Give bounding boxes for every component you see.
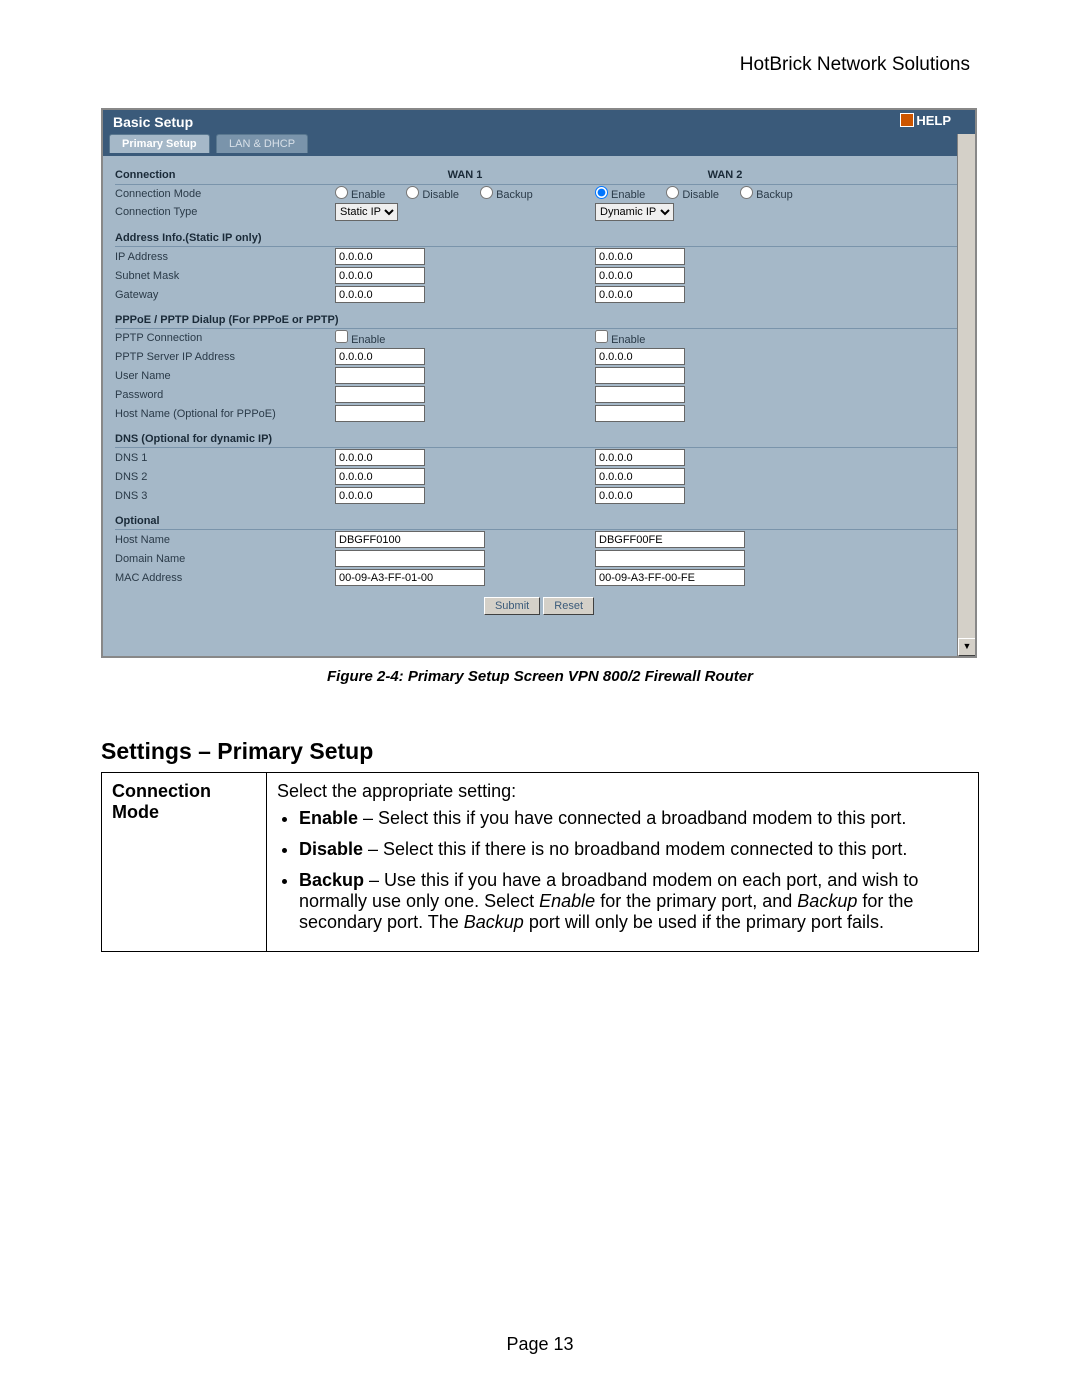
wan1-heading: WAN 1 (335, 169, 595, 181)
wan1-gateway-input[interactable] (335, 286, 425, 303)
tab-lan-dhcp[interactable]: LAN & DHCP (216, 134, 308, 153)
wan2-pptp-server-input[interactable] (595, 348, 685, 365)
wan1-ip-input[interactable] (335, 248, 425, 265)
dns-heading: DNS (Optional for dynamic IP) (115, 431, 963, 448)
help-label: HELP (916, 113, 951, 128)
wan1-dns2-input[interactable] (335, 468, 425, 485)
wan1-hostopt-input[interactable] (335, 405, 425, 422)
optional-heading: Optional (115, 513, 963, 530)
wan1-backup-radio[interactable]: Backup (480, 189, 533, 201)
wan2-mac-input[interactable] (595, 569, 745, 586)
wan2-type-select[interactable]: Dynamic IP (595, 203, 674, 221)
panel-titlebar: Basic Setup HELP (103, 110, 975, 134)
list-item: Backup – Use this if you have a broadban… (299, 870, 968, 933)
setting-value: Select the appropriate setting: Enable –… (267, 773, 979, 952)
pptp-conn-label: PPTP Connection (115, 332, 335, 344)
wan1-password-input[interactable] (335, 386, 425, 403)
wan1-enable-radio[interactable]: Enable (335, 189, 385, 201)
wan1-username-input[interactable] (335, 367, 425, 384)
figure-caption: Figure 2-4: Primary Setup Screen VPN 800… (0, 668, 1080, 685)
wan2-domain-input[interactable] (595, 550, 745, 567)
wan2-enable-radio[interactable]: Enable (595, 189, 645, 201)
help-link[interactable]: HELP (900, 113, 951, 128)
settings-heading: Settings – Primary Setup (101, 738, 373, 765)
tab-bar: Primary Setup LAN & DHCP (103, 134, 975, 156)
wan2-disable-radio[interactable]: Disable (666, 189, 719, 201)
wan2-host-input[interactable] (595, 531, 745, 548)
dns3-label: DNS 3 (115, 490, 335, 502)
wan1-dns3-input[interactable] (335, 487, 425, 504)
panel-title: Basic Setup (113, 114, 193, 130)
list-item: Disable – Select this if there is no bro… (299, 839, 968, 860)
submit-button[interactable]: Submit (484, 597, 540, 615)
config-panel: Connection WAN 1 WAN 2 Connection Mode E… (103, 156, 975, 625)
wan2-mode-group: Enable Disable Backup (595, 186, 855, 201)
tab-primary-setup[interactable]: Primary Setup (109, 134, 210, 153)
wan1-dns1-input[interactable] (335, 449, 425, 466)
wan2-heading: WAN 2 (595, 169, 855, 181)
scrollbar[interactable]: ▲ ▼ (957, 110, 975, 656)
wan2-dns2-input[interactable] (595, 468, 685, 485)
wan1-type-select[interactable]: Static IP (335, 203, 398, 221)
settings-table: Connection Mode Select the appropriate s… (101, 772, 979, 952)
ip-address-label: IP Address (115, 251, 335, 263)
wan1-domain-input[interactable] (335, 550, 485, 567)
username-label: User Name (115, 370, 335, 382)
dns1-label: DNS 1 (115, 452, 335, 464)
wan1-pptp-server-input[interactable] (335, 348, 425, 365)
address-heading: Address Info.(Static IP only) (115, 230, 963, 247)
host-name-label: Host Name (115, 534, 335, 546)
wan2-gateway-input[interactable] (595, 286, 685, 303)
hostname-opt-label: Host Name (Optional for PPPoE) (115, 408, 335, 420)
wan2-dns1-input[interactable] (595, 449, 685, 466)
wan2-pptp-enable[interactable]: Enable (595, 334, 645, 346)
wan1-pptp-enable[interactable]: Enable (335, 334, 385, 346)
pptp-server-label: PPTP Server IP Address (115, 351, 335, 363)
wan2-username-input[interactable] (595, 367, 685, 384)
gateway-label: Gateway (115, 289, 335, 301)
dns2-label: DNS 2 (115, 471, 335, 483)
wan2-subnet-input[interactable] (595, 267, 685, 284)
subnet-label: Subnet Mask (115, 270, 335, 282)
wan2-dns3-input[interactable] (595, 487, 685, 504)
table-row: Connection Mode Select the appropriate s… (102, 773, 979, 952)
help-icon (900, 113, 914, 127)
wan1-disable-radio[interactable]: Disable (406, 189, 459, 201)
password-label: Password (115, 389, 335, 401)
wan1-host-input[interactable] (335, 531, 485, 548)
pppoe-heading: PPPoE / PPTP Dialup (For PPPoE or PPTP) (115, 312, 963, 329)
wan1-mac-input[interactable] (335, 569, 485, 586)
connection-type-label: Connection Type (115, 206, 335, 218)
router-screenshot: ▲ ▼ Basic Setup HELP Primary Setup LAN &… (101, 108, 977, 658)
connection-heading: Connection (115, 169, 335, 181)
mac-address-label: MAC Address (115, 572, 335, 584)
page-number: Page 13 (0, 1334, 1080, 1355)
setting-key: Connection Mode (102, 773, 267, 952)
connection-mode-label: Connection Mode (115, 188, 335, 200)
setting-intro: Select the appropriate setting: (277, 781, 516, 801)
scroll-down-button[interactable]: ▼ (958, 638, 976, 656)
wan2-ip-input[interactable] (595, 248, 685, 265)
domain-name-label: Domain Name (115, 553, 335, 565)
list-item: Enable – Select this if you have connect… (299, 808, 968, 829)
wan2-password-input[interactable] (595, 386, 685, 403)
page-header: HotBrick Network Solutions (740, 54, 970, 76)
wan1-mode-group: Enable Disable Backup (335, 186, 595, 201)
reset-button[interactable]: Reset (543, 597, 594, 615)
wan2-hostopt-input[interactable] (595, 405, 685, 422)
button-row: Submit Reset (115, 597, 963, 615)
wan2-backup-radio[interactable]: Backup (740, 189, 793, 201)
wan1-subnet-input[interactable] (335, 267, 425, 284)
